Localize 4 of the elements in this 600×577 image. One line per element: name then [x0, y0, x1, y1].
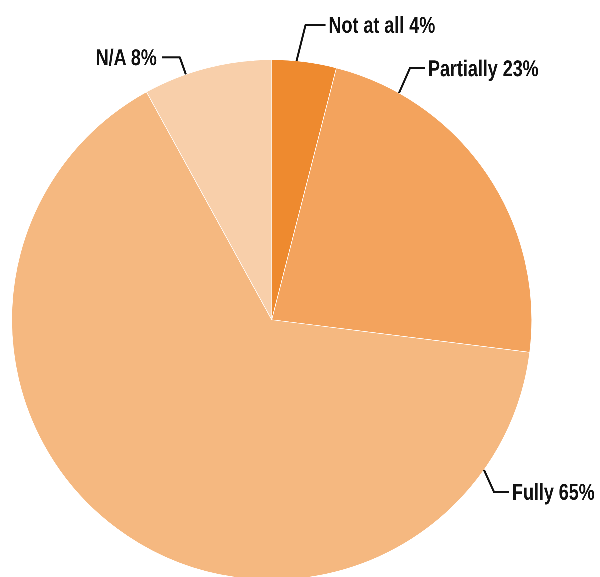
slice-label: Not at all 4%	[328, 13, 436, 39]
slice-label: Fully 65%	[512, 480, 595, 506]
slice-label: Partially 23%	[428, 56, 539, 82]
slice-label: N/A 8%	[96, 46, 158, 72]
